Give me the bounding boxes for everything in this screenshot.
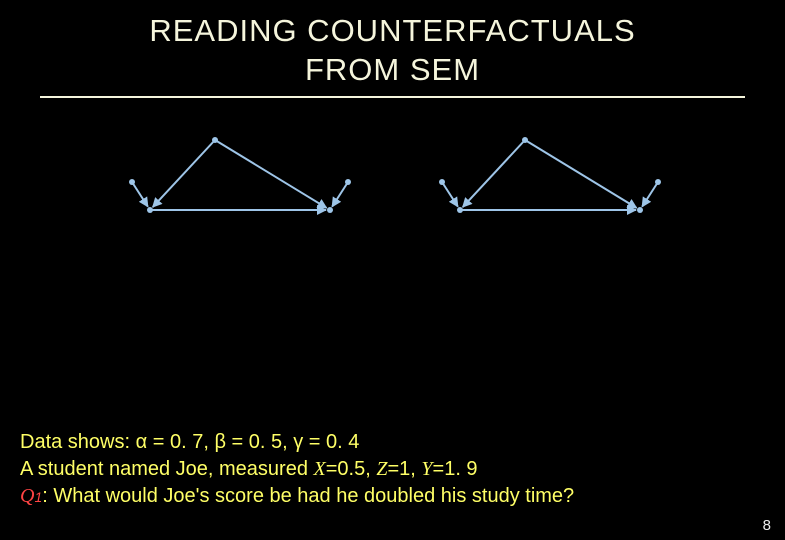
sem-diagram — [0, 120, 785, 340]
X-var: X — [314, 458, 326, 480]
title-line2: FROM SEM — [305, 52, 480, 87]
diagram-node — [327, 207, 333, 213]
diagram-node — [522, 137, 528, 143]
data-shows-label: Data shows: — [20, 431, 136, 453]
diagram-node — [637, 207, 643, 213]
joe-measured-label: A student named Joe, measured — [20, 458, 314, 480]
diagram-edge — [153, 140, 215, 207]
gamma-eq: γ = 0. 4 — [293, 431, 359, 453]
diagram-node — [457, 207, 463, 213]
diagram-node — [439, 179, 445, 185]
diagram-node — [655, 179, 661, 185]
Y-eq: =1. 9 — [433, 458, 478, 480]
Y-var: Y — [421, 458, 432, 480]
footer-text-block: Data shows: α = 0. 7, β = 0. 5, γ = 0. 4… — [20, 429, 574, 510]
diagram-edge — [525, 140, 637, 208]
X-eq: =0.5, — [326, 458, 377, 480]
diagram-node — [345, 179, 351, 185]
title-rule — [40, 96, 745, 98]
diagram-edge — [463, 140, 525, 207]
diagram-edge — [332, 182, 348, 207]
diagram-node — [129, 179, 135, 185]
beta-eq: β = 0. 5, — [214, 431, 293, 453]
alpha-eq: α = 0. 7, — [136, 431, 215, 453]
diagram-edge — [642, 182, 658, 207]
diagram-area — [0, 120, 785, 340]
footer-line2: A student named Joe, measured X=0.5, Z=1… — [20, 456, 574, 483]
Q-colon: : — [42, 485, 53, 507]
diagram-edge — [215, 140, 327, 208]
diagram-node — [147, 207, 153, 213]
Z-var: Z — [376, 458, 387, 480]
page-number: 8 — [763, 517, 771, 534]
footer-line3: Q1: What would Joe's score be had he dou… — [20, 483, 574, 510]
Q-label: Q — [20, 485, 34, 507]
Z-eq: =1, — [387, 458, 421, 480]
footer-line1: Data shows: α = 0. 7, β = 0. 5, γ = 0. 4 — [20, 429, 574, 456]
slide-title: READING COUNTERFACTUALS FROM SEM — [0, 0, 785, 90]
Q-text: What would Joe's score be had he doubled… — [53, 485, 574, 507]
diagram-edge — [442, 182, 458, 207]
diagram-node — [212, 137, 218, 143]
diagram-edge — [132, 182, 148, 207]
title-line1: READING COUNTERFACTUALS — [149, 13, 635, 48]
